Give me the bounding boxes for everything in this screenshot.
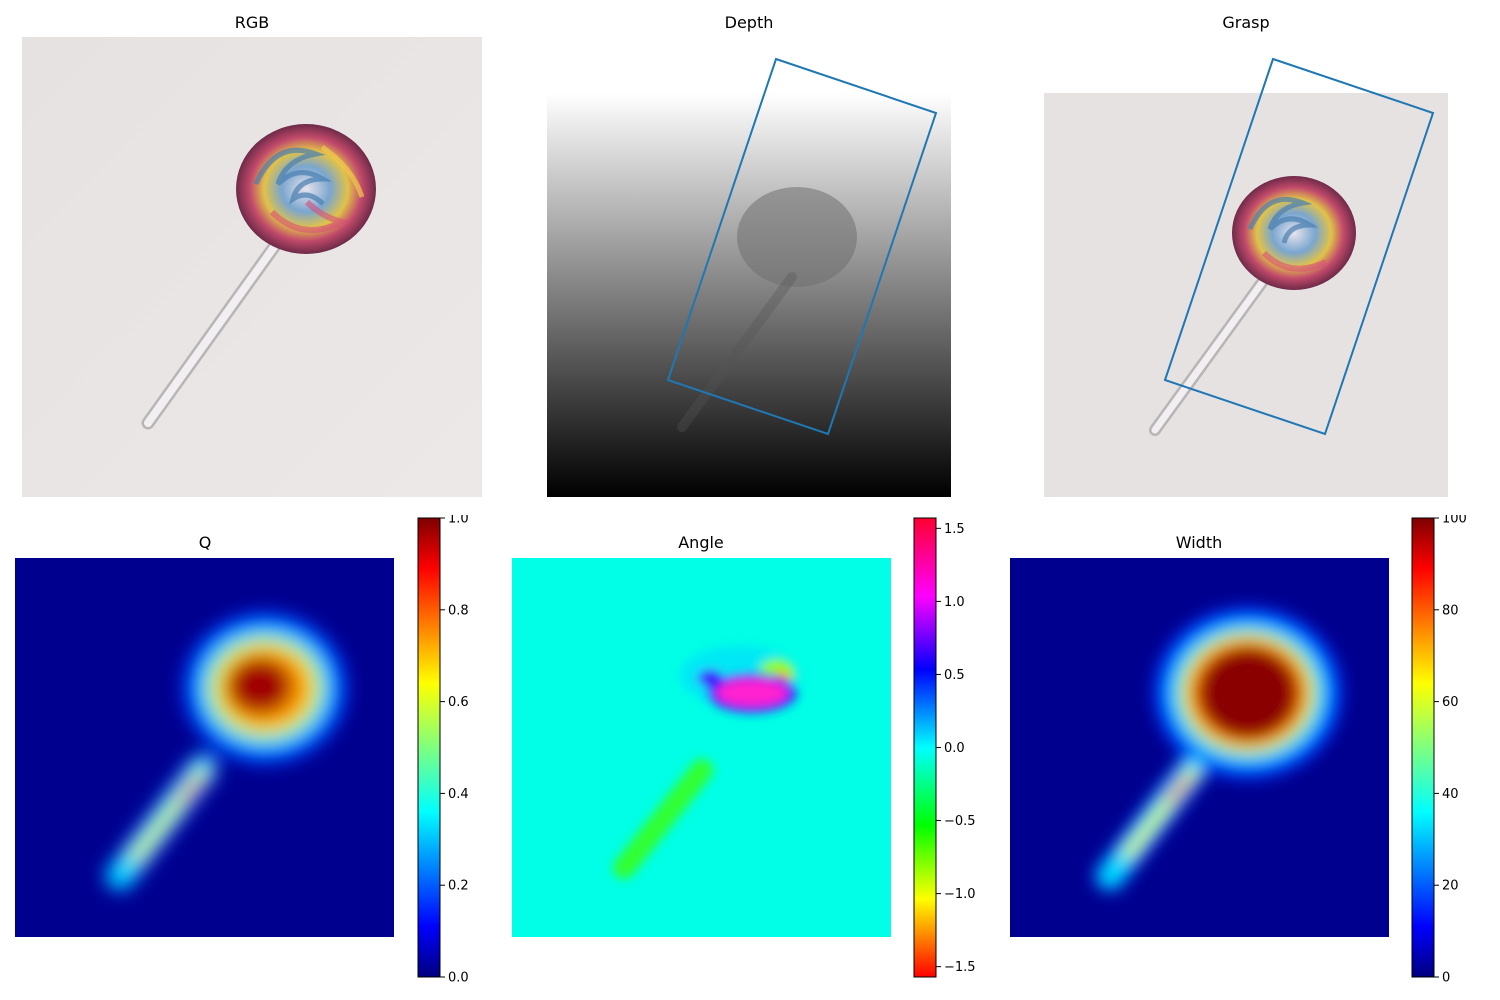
rgb-title: RGB	[234, 13, 270, 32]
q-colorbar-tick-label: 0.6	[448, 695, 469, 710]
angle-title: Angle	[678, 533, 724, 552]
q-colorbar-tick-label: 0.4	[448, 787, 469, 802]
angle-colorbar: −1.5 −1.0 −0.5 0.0 0.5 1.0 1.5	[913, 517, 976, 978]
width-colorbar-tick-label: 80	[1442, 603, 1459, 618]
q-title: Q	[198, 533, 212, 552]
angle-colorbar-tick-label: −0.5	[944, 814, 976, 829]
angle-colorbar-tick-label: −1.0	[944, 887, 976, 902]
width-colorbar-tick-label: 20	[1442, 879, 1459, 894]
q-colorbar-tick-label: 1.0	[448, 515, 469, 527]
width-colorbar: 0 20 40 60 80 100	[1411, 515, 1467, 986]
width-title: Width	[1175, 533, 1223, 552]
width-heatmap	[1010, 558, 1389, 937]
angle-colorbar-tick-label: 1.5	[944, 522, 965, 537]
rgb-image	[22, 37, 482, 497]
width-colorbar-tick-label: 60	[1442, 695, 1459, 710]
q-heatmap	[15, 558, 394, 937]
q-colorbar: 0.0 0.2 0.4 0.6 0.8 1.0	[417, 515, 469, 986]
q-colorbar-tick-label: 0.0	[448, 971, 469, 986]
width-colorbar-tick-label: 100	[1442, 515, 1467, 527]
q-colorbar-tick-label: 0.8	[448, 603, 469, 618]
q-colorbar-tick-label: 0.2	[448, 879, 469, 894]
depth-grasp-rectangle	[666, 57, 938, 436]
grasp-title: Grasp	[1222, 13, 1270, 32]
depth-image	[547, 57, 951, 497]
width-colorbar-tick-label: 40	[1442, 787, 1459, 802]
grasp-rectangle	[1163, 57, 1435, 436]
angle-colorbar-tick-label: 0.0	[944, 741, 965, 756]
depth-title: Depth	[724, 13, 774, 32]
angle-heatmap	[512, 558, 891, 937]
width-colorbar-tick-label: 0	[1442, 971, 1450, 986]
grasp-image	[1044, 57, 1448, 497]
angle-colorbar-tick-label: 1.0	[944, 595, 965, 610]
angle-colorbar-tick-label: 0.5	[944, 668, 965, 683]
angle-colorbar-tick-label: −1.5	[944, 960, 976, 975]
